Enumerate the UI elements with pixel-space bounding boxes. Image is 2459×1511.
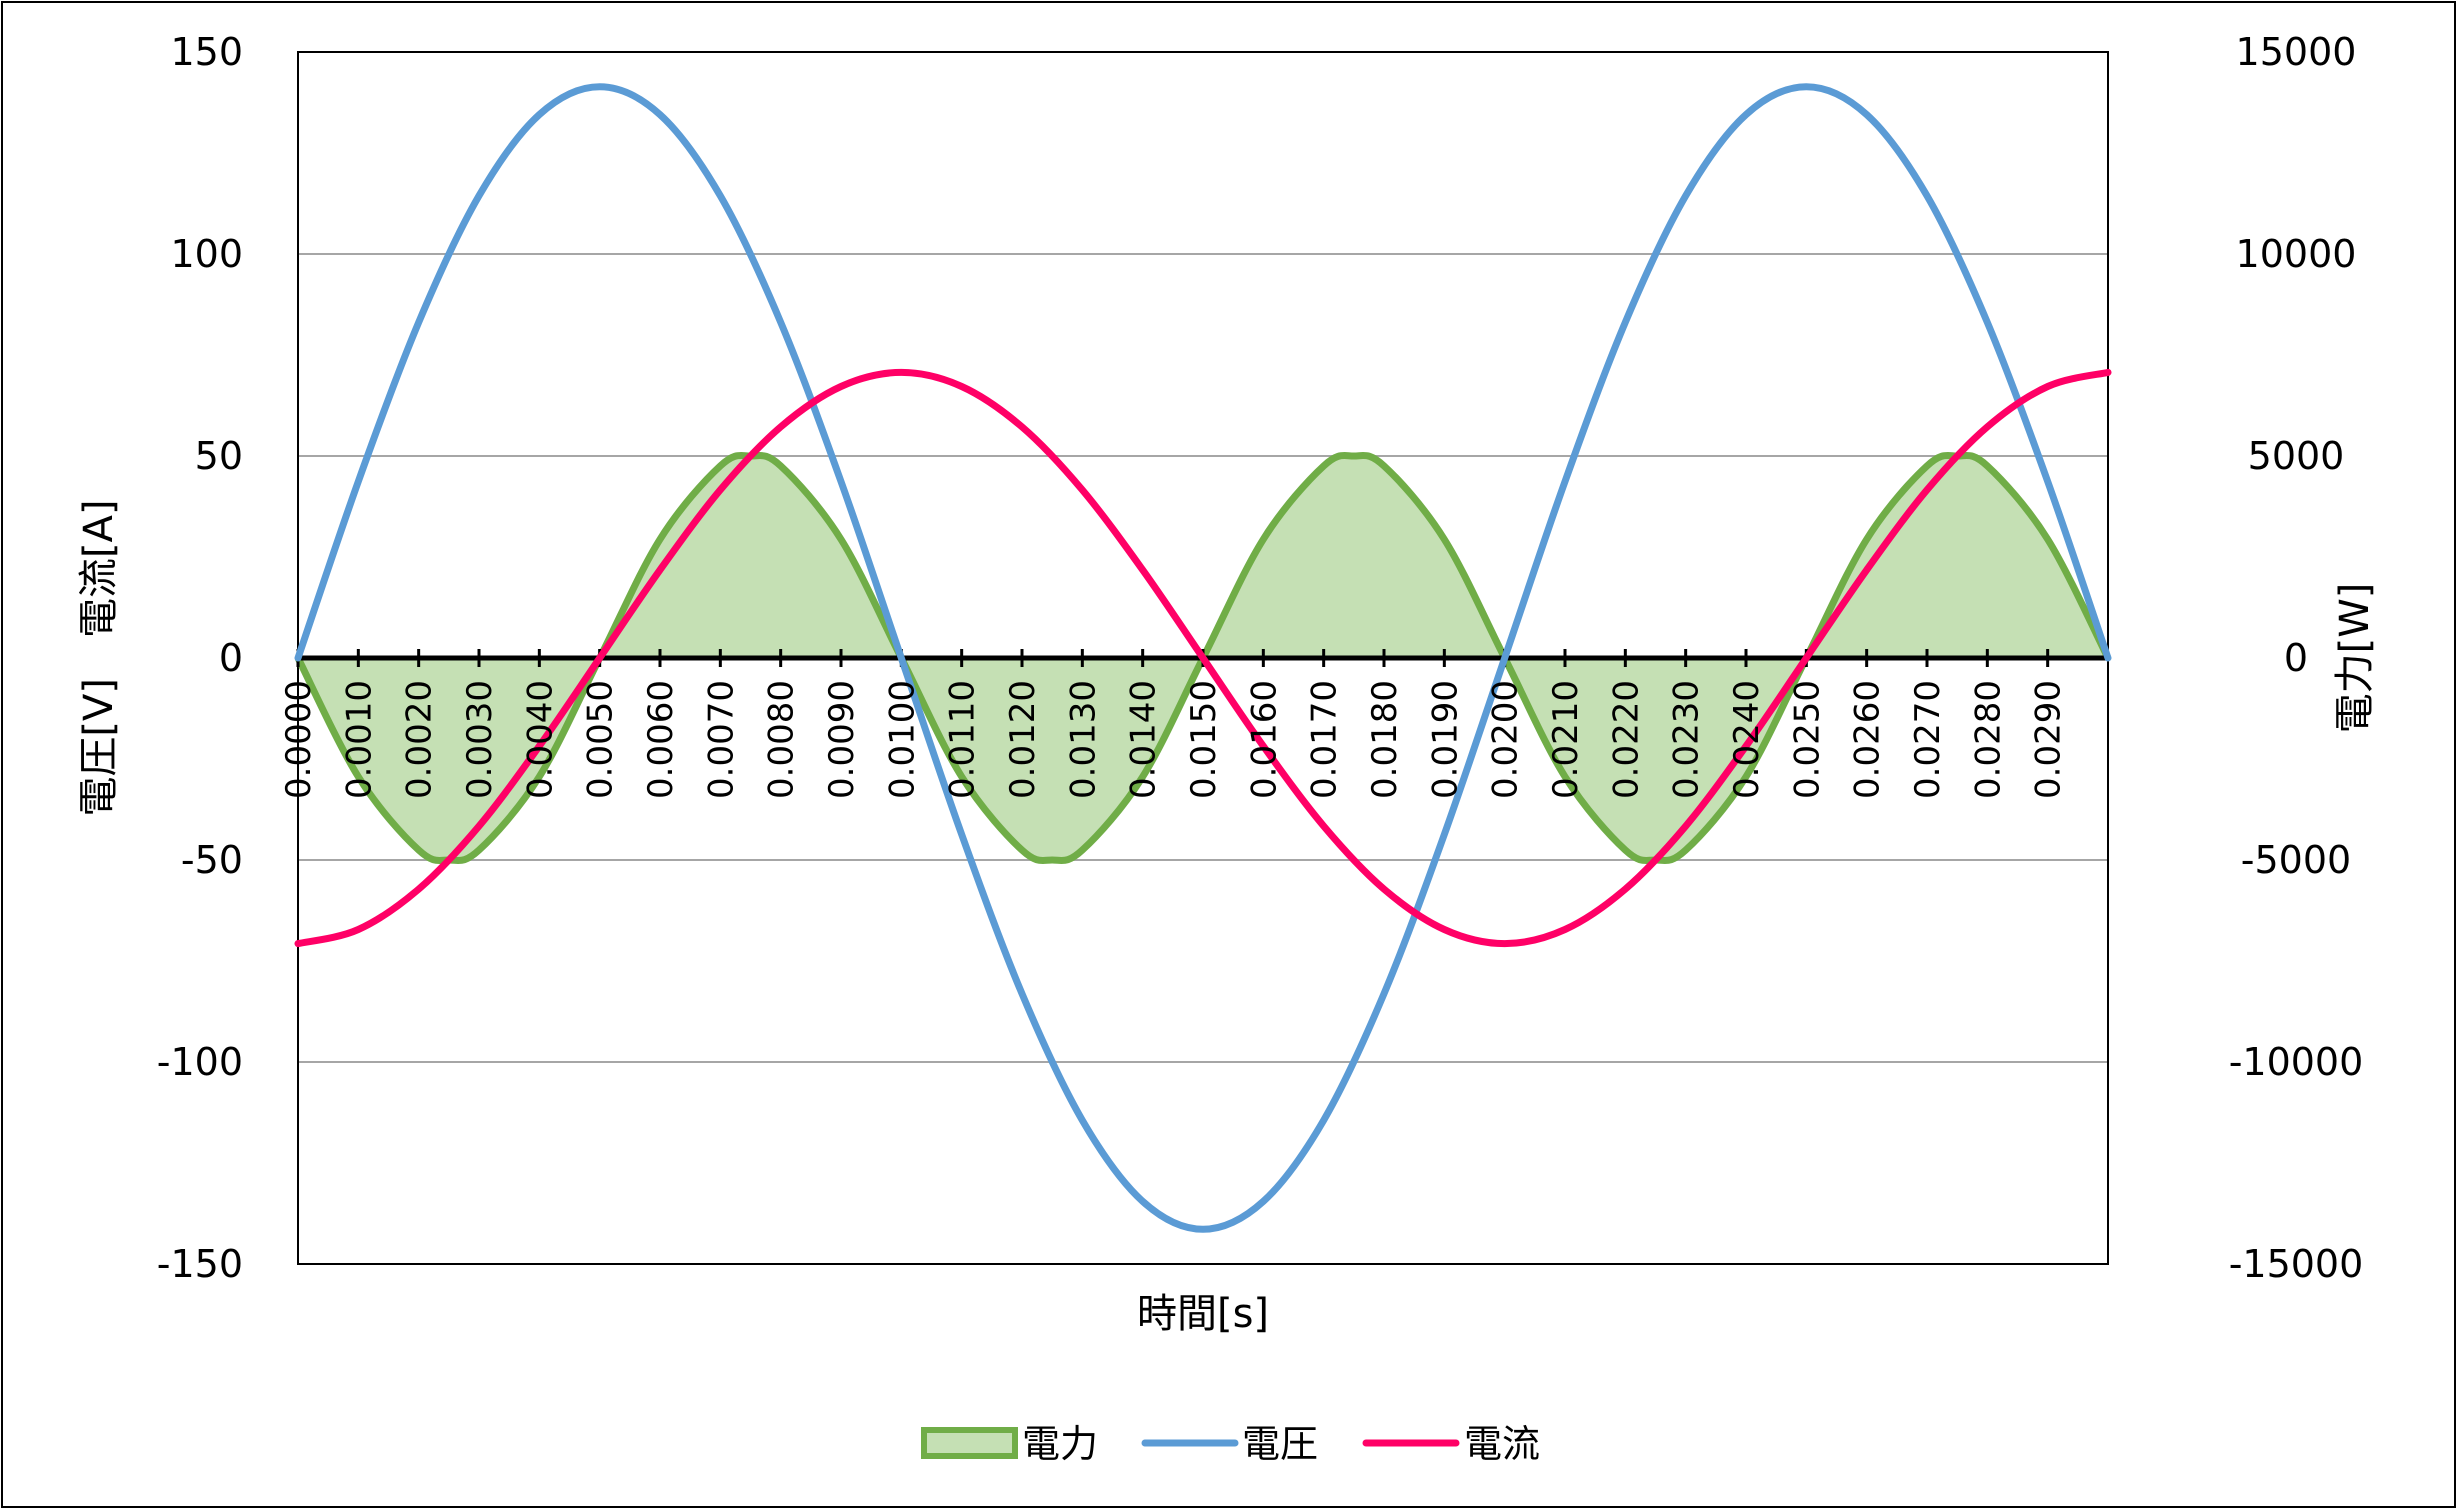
x-tick-label: 0.0230 xyxy=(1667,680,1707,799)
legend-label-power: 電力 xyxy=(1022,1422,1098,1466)
x-tick-label: 0.0220 xyxy=(1606,680,1646,799)
x-tick-label: 0.0180 xyxy=(1365,680,1405,799)
left-tick-label: 50 xyxy=(195,434,243,478)
x-tick-label: 0.0200 xyxy=(1486,680,1526,799)
left-tick-label: 100 xyxy=(170,232,243,276)
left-tick-label: 150 xyxy=(170,30,243,74)
x-tick-label: 0.0210 xyxy=(1546,680,1586,799)
x-tick-label: 0.0150 xyxy=(1184,680,1224,799)
legend-label-voltage: 電圧 xyxy=(1242,1422,1318,1466)
right-tick-label: -15000 xyxy=(2229,1242,2364,1286)
x-tick-label: 0.0070 xyxy=(701,680,741,799)
x-tick-label: 0.0280 xyxy=(1968,680,2008,799)
x-tick-label: 0.0030 xyxy=(460,680,500,799)
x-tick-label: 0.0160 xyxy=(1244,680,1284,799)
x-tick-label: 0.0120 xyxy=(1003,680,1043,799)
x-tick-label: 0.0140 xyxy=(1124,680,1164,799)
right-tick-label: 0 xyxy=(2284,636,2308,680)
x-tick-label: 0.0040 xyxy=(520,680,560,799)
x-tick-label: 0.0060 xyxy=(641,680,681,799)
left-tick-label: -150 xyxy=(157,1242,243,1286)
left-tick-label: -100 xyxy=(157,1040,243,1084)
left-tick-label: 0 xyxy=(219,636,243,680)
x-tick-label: 0.0130 xyxy=(1063,680,1103,799)
x-tick-label: 0.0190 xyxy=(1425,680,1465,799)
right-tick-label: -10000 xyxy=(2229,1040,2364,1084)
x-tick-label: 0.0010 xyxy=(339,680,379,799)
left-axis-ticks: 150 100 50 0 -50 -100 -150 xyxy=(157,30,243,1286)
x-tick-label: 0.0080 xyxy=(762,680,802,799)
right-tick-label: 10000 xyxy=(2236,232,2357,276)
x-tick-label: 0.0090 xyxy=(822,680,862,799)
x-tick-label: 0.0240 xyxy=(1727,680,1767,799)
right-tick-label: -5000 xyxy=(2241,838,2351,882)
x-axis-title: 時間[s] xyxy=(1137,1291,1269,1337)
voltage-line xyxy=(294,83,2112,1233)
x-tick-label: 0.0050 xyxy=(581,680,621,799)
legend: 電力 電圧 電流 xyxy=(921,1422,1540,1466)
left-axis-title: 電圧[V] 電流[A] xyxy=(76,499,122,816)
x-tick-label: 0.0110 xyxy=(943,680,983,799)
right-tick-label: 15000 xyxy=(2236,30,2357,74)
x-tick-label: 0.0100 xyxy=(882,680,922,799)
left-tick-label: -50 xyxy=(181,838,243,882)
x-tick-label: 0.0250 xyxy=(1787,680,1827,799)
x-tick-label: 0.0290 xyxy=(2029,680,2069,799)
x-axis-ticks: 0.0000 0.0010 0.0020 0.0030 0.0040 0.0050 0.00… xyxy=(279,680,2069,799)
current-line xyxy=(294,368,2112,948)
legend-label-current: 電流 xyxy=(1464,1422,1540,1466)
legend-swatch-power xyxy=(921,1427,1018,1459)
x-tick-label: 0.0270 xyxy=(1908,680,1948,799)
x-tick-label: 0.0170 xyxy=(1305,680,1345,799)
x-tick-label: 0.0020 xyxy=(400,680,440,799)
right-axis-title: 電力[W] xyxy=(2332,583,2378,734)
x-tick-label: 0.0000 xyxy=(279,680,319,799)
gridlines xyxy=(298,253,2108,1063)
right-axis-ticks: 15000 10000 5000 0 -5000 -10000 -15000 xyxy=(2229,30,2364,1286)
right-tick-label: 5000 xyxy=(2248,434,2345,478)
x-tick-label: 0.0260 xyxy=(1848,680,1888,799)
